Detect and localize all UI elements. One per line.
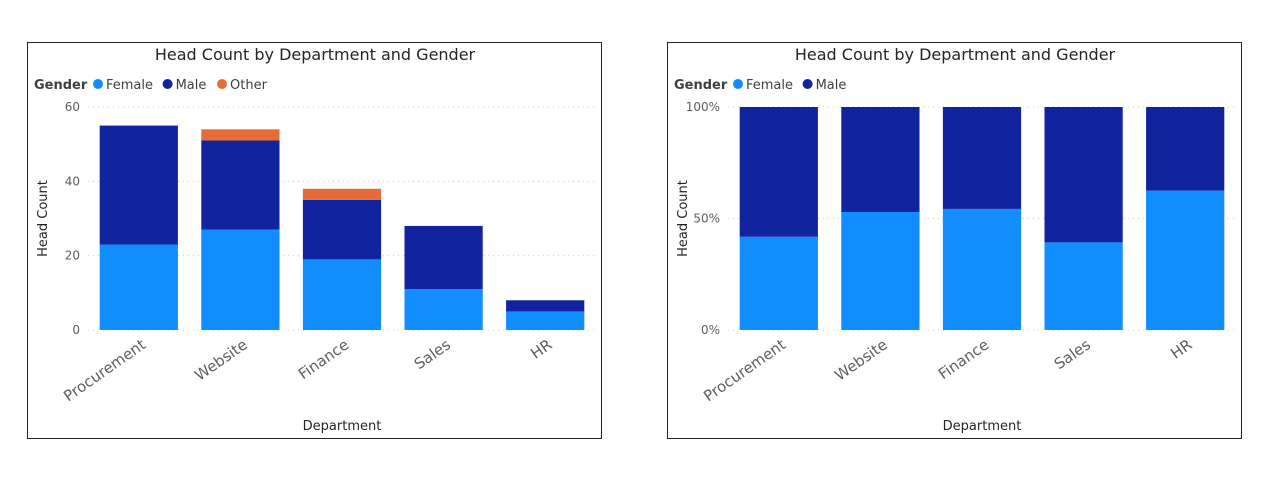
y-axis-title: Head Count [36, 180, 51, 257]
bar-sales-female[interactable] [1044, 242, 1123, 330]
legend-label-male[interactable]: Male [816, 78, 847, 93]
y-axis-title: Head Count [676, 180, 691, 257]
legend-marker-male [802, 79, 813, 89]
x-category-label: Website [831, 336, 890, 385]
y-tick-label: 60 [65, 100, 80, 114]
y-tick-label: 40 [65, 174, 80, 188]
bar-hr-male[interactable] [1146, 107, 1225, 191]
legend-marker-female [733, 79, 743, 89]
x-category-label: Procurement [60, 335, 149, 405]
bar-procurement-male[interactable] [99, 125, 178, 245]
bar-procurement-female[interactable] [739, 236, 818, 330]
bar-sales-male[interactable] [1044, 107, 1123, 243]
x-axis-title: Department [943, 419, 1022, 434]
legend-label-female[interactable]: Female [746, 78, 793, 93]
head-count-percent-chart: Head Count by Department and Gender Gende… [674, 45, 1236, 434]
legend-label-male[interactable]: Male [176, 78, 207, 93]
x-category-label: Sales [1051, 335, 1094, 373]
bar-website-female[interactable] [201, 229, 280, 330]
x-category-label: Finance [295, 336, 352, 384]
bar-sales-female[interactable] [404, 289, 483, 330]
legend-title: Gender [674, 78, 728, 93]
bar-website-male[interactable] [841, 107, 920, 213]
chart-title: Head Count by Department and Gender [155, 45, 476, 64]
legend-marker-female [93, 79, 103, 89]
bar-hr-female[interactable] [506, 311, 585, 330]
chart-title: Head Count by Department and Gender [795, 45, 1116, 64]
bar-hr-female[interactable] [1146, 190, 1225, 330]
legend-marker-other [217, 79, 227, 89]
bar-hr-male[interactable] [506, 300, 585, 312]
x-category-label: Sales [411, 335, 454, 373]
x-axis-title: Department [303, 419, 382, 434]
head-count-stacked-chart: Head Count by Department and Gender Gende… [34, 45, 596, 434]
y-tick-label: 0 [72, 323, 80, 337]
y-tick-label: 0% [701, 323, 720, 337]
legend-label-female[interactable]: Female [106, 78, 153, 93]
bar-sales-male[interactable] [404, 225, 483, 290]
x-category-label: HR [1167, 336, 1195, 363]
bar-finance-male[interactable] [942, 107, 1022, 209]
chart-panel-right: Head Count by Department and Gender Gende… [667, 42, 1242, 439]
y-tick-label: 20 [65, 249, 80, 263]
chart-panel-left: Head Count by Department and Gender Gende… [27, 42, 602, 439]
x-category-label: HR [527, 336, 555, 363]
y-tick-label: 100% [686, 100, 720, 114]
x-category-label: Procurement [700, 335, 789, 405]
bar-finance-male[interactable] [302, 199, 382, 260]
bar-procurement-male[interactable] [739, 107, 818, 237]
bar-procurement-female[interactable] [99, 244, 178, 330]
y-tick-label: 50% [693, 212, 720, 226]
x-category-label: Website [191, 336, 250, 385]
x-category-label: Finance [935, 336, 992, 384]
bar-website-female[interactable] [841, 212, 920, 330]
bar-website-male[interactable] [201, 140, 280, 230]
legend-label-other[interactable]: Other [230, 78, 268, 93]
bar-finance-female[interactable] [302, 259, 382, 330]
bar-website-other[interactable] [201, 129, 280, 141]
legend-title: Gender [34, 78, 88, 93]
bar-finance-female[interactable] [942, 208, 1022, 330]
legend-marker-male [162, 79, 173, 89]
bar-finance-other[interactable] [302, 188, 382, 200]
